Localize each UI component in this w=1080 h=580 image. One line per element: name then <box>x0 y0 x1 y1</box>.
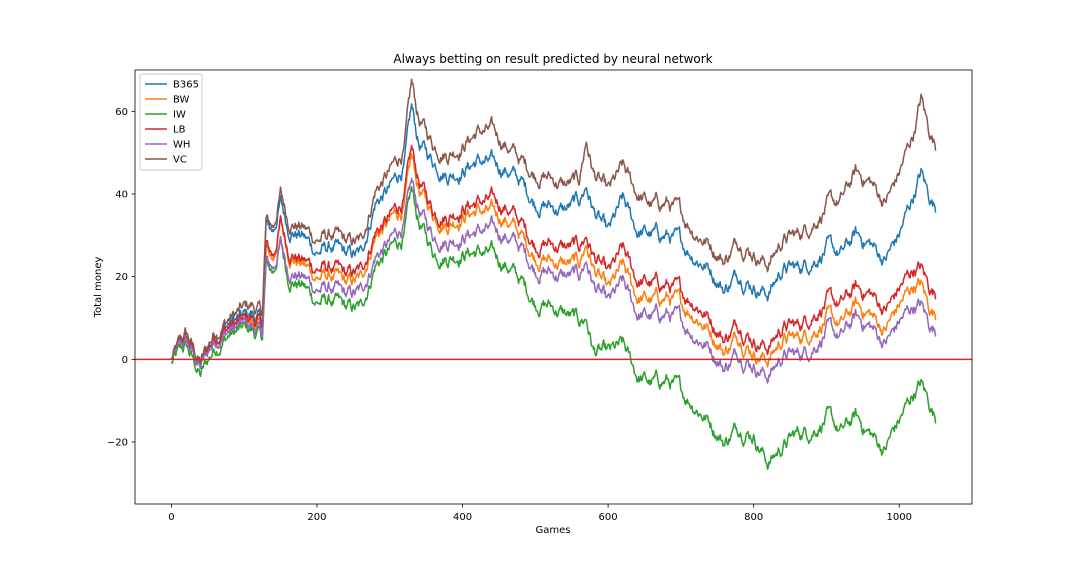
legend-label-vc: VC <box>173 155 187 166</box>
legend-label-bw: BW <box>173 95 190 106</box>
legend: B365 BW IW LB WH VC <box>139 73 203 171</box>
legend-label-b365: B365 <box>173 80 199 91</box>
x-tick-label: 800 <box>744 512 763 523</box>
x-tick-label: 600 <box>599 512 618 523</box>
legend-label-lb: LB <box>173 125 186 136</box>
y-tick-label: 40 <box>115 190 128 201</box>
series-line-iw <box>170 185 937 470</box>
y-tick-label: 0 <box>122 355 128 366</box>
x-tick-label: 0 <box>168 512 174 523</box>
series-line-vc <box>170 78 937 365</box>
series-line-b365 <box>170 103 937 369</box>
y-axis-label: Total money <box>93 257 104 319</box>
legend-label-wh: WH <box>173 140 190 151</box>
plot-area: 0 200 400 600 800 1000 −20 0 20 40 60 <box>107 69 973 523</box>
x-axis-label: Games <box>536 525 571 536</box>
x-tick-label: 200 <box>307 512 326 523</box>
series-group <box>170 78 937 470</box>
series-line-lb <box>170 144 937 365</box>
y-tick-label: 20 <box>115 272 128 283</box>
x-tick-label: 400 <box>453 512 472 523</box>
legend-box <box>139 73 203 171</box>
legend-label-iw: IW <box>173 110 186 121</box>
x-tick-label: 1000 <box>886 512 911 523</box>
axes-frame <box>134 69 973 505</box>
chart-title: Always betting on result predicted by ne… <box>393 52 712 66</box>
y-tick-label: −20 <box>107 438 128 449</box>
y-tick-label: 60 <box>115 107 128 118</box>
